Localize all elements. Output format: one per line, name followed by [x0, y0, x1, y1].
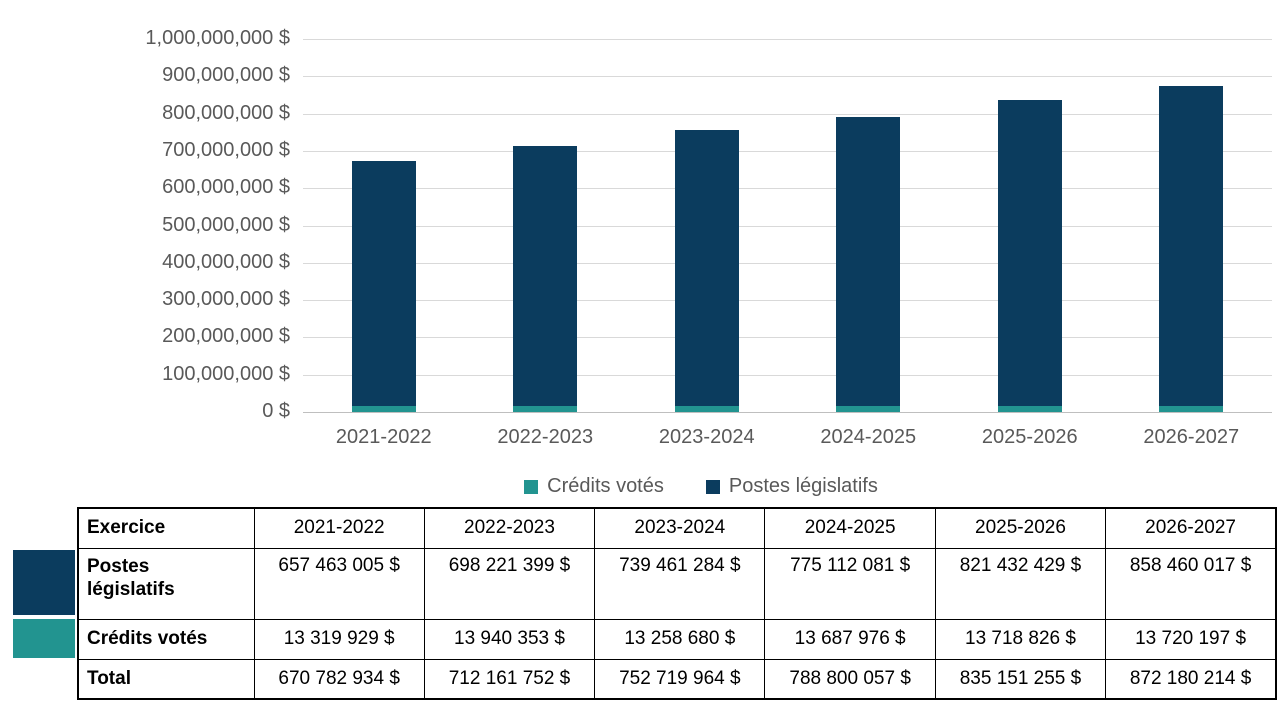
y-tick-label: 400,000,000 $	[162, 250, 290, 273]
gridline	[303, 113, 1272, 115]
gridline	[303, 262, 1272, 264]
bar-group-2026-2027	[1111, 39, 1273, 412]
legend-marker-credits-votes	[524, 479, 539, 494]
table-value-cell: 835 151 255 $	[934, 658, 1107, 700]
y-tick-label: 100,000,000 $	[162, 362, 290, 385]
table-value-cell: 13 720 197 $	[1105, 618, 1277, 660]
y-tick-label: 600,000,000 $	[162, 176, 290, 199]
table-value-cell: 698 221 399 $	[423, 547, 596, 620]
data-table: Exercice 2021-2022 2022-2023 2023-2024 2024-…	[77, 507, 1277, 700]
table-value-cell: 13 258 680 $	[594, 618, 766, 660]
legend-label-credits-votes: Crédits votés	[547, 475, 664, 497]
bar-group-2021-2022	[303, 39, 465, 412]
table-row: Postes législatifs 657 463 005 $698 221 3…	[77, 547, 1277, 620]
table-row-label: Postes législatifs	[77, 547, 255, 620]
bar-segment	[836, 406, 901, 412]
x-tick-label: 2021-2022	[335, 426, 432, 448]
table-row: Total 670 782 934 $712 161 752 $752 719 9…	[77, 658, 1277, 700]
bar-segment	[997, 99, 1062, 406]
gridline	[303, 39, 1272, 40]
table-header-row: Exercice 2021-2022 2022-2023 2023-2024 2024-…	[77, 507, 1277, 549]
bar-group-2022-2023	[465, 39, 627, 412]
table-value-cell: 670 782 934 $	[253, 658, 425, 700]
legend-item-postes-legislatifs: Postes législatifs	[705, 475, 878, 498]
bars	[303, 39, 1272, 412]
table-row-swatch-postes-legislatifs	[13, 550, 75, 615]
bar-segment	[674, 406, 739, 412]
table-row-label-text: Total	[87, 667, 131, 689]
table-value-cell: 739 461 284 $	[594, 547, 766, 620]
table-header-cell: 2022-2023	[423, 507, 596, 549]
table-value-cell: 13 319 929 $	[253, 618, 425, 660]
x-tick-label: 2023-2024	[658, 426, 755, 448]
x-tick-label: 2022-2023	[497, 426, 594, 448]
plot-area	[303, 39, 1272, 413]
bar-segment	[351, 406, 416, 412]
bar-segment	[997, 406, 1062, 412]
table-value-cell: 858 460 017 $	[1105, 547, 1277, 620]
table-header-cell: 2023-2024	[594, 507, 766, 549]
y-tick-label: 700,000,000 $	[162, 138, 290, 161]
table-value-cell: 872 180 214 $	[1105, 658, 1277, 700]
gridline	[303, 300, 1272, 302]
table-value-cell: 13 687 976 $	[764, 618, 936, 660]
bar-segment	[1159, 406, 1224, 412]
table-row-label: Crédits votés	[77, 618, 255, 660]
table-value-cell: 752 719 964 $	[594, 658, 766, 700]
gridline	[303, 337, 1272, 339]
table-value-cell: 788 800 057 $	[764, 658, 936, 700]
table-value-cell: 712 161 752 $	[423, 658, 596, 700]
table-value-cell: 657 463 005 $	[253, 547, 425, 620]
bar-segment	[513, 145, 578, 406]
bar-segment	[1159, 85, 1224, 406]
y-tick-label: 500,000,000 $	[162, 213, 290, 236]
bar-segment	[836, 116, 901, 406]
y-tick-label: 0 $	[262, 400, 290, 423]
table-header-cell: Exercice	[77, 507, 255, 549]
y-tick-label: 1,000,000,000 $	[145, 27, 290, 50]
table-header-cell: 2021-2022	[253, 507, 425, 549]
y-tick-label: 800,000,000 $	[162, 101, 290, 124]
bar-segment	[674, 130, 739, 406]
gridline	[303, 374, 1272, 376]
table-value-cell: 821 432 429 $	[934, 547, 1107, 620]
table-row-label-text: Crédits votés	[87, 628, 208, 649]
table-row-swatch-credits-votes	[13, 619, 75, 658]
x-tick-label: 2026-2027	[1143, 426, 1240, 448]
table-value-cell: 13 940 353 $	[423, 618, 596, 660]
gridline	[303, 188, 1272, 190]
y-tick-label: 900,000,000 $	[162, 64, 290, 87]
table-header-cell: 2025-2026	[934, 507, 1107, 549]
table-row-label-text: Postes législatifs	[87, 555, 175, 601]
table-value-cell: 775 112 081 $	[764, 547, 936, 620]
table-row-label: Total	[77, 658, 255, 700]
table-header-cell: 2024-2025	[764, 507, 936, 549]
gridline	[303, 76, 1272, 78]
bar-segment	[513, 406, 578, 412]
table-header-cell: 2026-2027	[1105, 507, 1277, 549]
legend-item-credits-votes: Crédits votés	[524, 475, 664, 498]
table-row: Crédits votés 13 319 929 $13 940 353 $13 …	[77, 618, 1277, 660]
bar-group-2025-2026	[949, 39, 1111, 412]
x-axis-labels: 2021-2022 2022-2023 2023-2024 2024-2025 2025…	[303, 426, 1272, 449]
gridline	[303, 412, 1272, 413]
table-value-cell: 13 718 826 $	[934, 618, 1107, 660]
chart-legend: Crédits votés Postes législatifs	[0, 475, 1280, 498]
legend-label-postes-legislatifs: Postes législatifs	[728, 475, 878, 497]
bar-group-2023-2024	[626, 39, 788, 412]
bar-segment	[351, 160, 416, 406]
y-tick-label: 200,000,000 $	[162, 325, 290, 348]
bar-group-2024-2025	[788, 39, 950, 412]
gridline	[303, 225, 1272, 227]
y-tick-label: 300,000,000 $	[162, 288, 290, 311]
gridline	[303, 150, 1272, 152]
x-tick-label: 2025-2026	[981, 426, 1078, 448]
x-tick-label: 2024-2025	[820, 426, 917, 448]
legend-marker-postes-legislatifs	[705, 479, 720, 494]
